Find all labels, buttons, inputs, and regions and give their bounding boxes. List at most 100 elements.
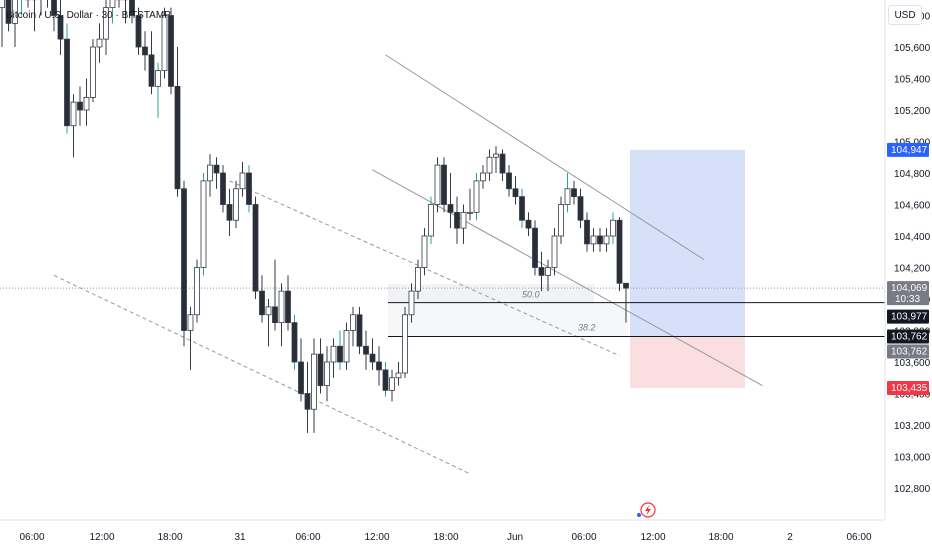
candle <box>64 23 70 134</box>
candle-body <box>428 204 434 237</box>
candle <box>70 94 77 158</box>
candle-body <box>317 353 324 387</box>
candle <box>330 338 337 378</box>
candle-body <box>584 219 590 245</box>
candle-body <box>90 46 96 98</box>
lightning-icon-bolt <box>645 505 651 516</box>
price-tag-bg <box>887 309 929 324</box>
candle <box>187 306 194 370</box>
candle-body <box>473 180 480 213</box>
candle <box>408 283 415 323</box>
candle-body <box>532 227 538 268</box>
candle <box>454 196 460 244</box>
fib-strip-lower <box>388 302 628 337</box>
channel-line-1 <box>385 54 705 261</box>
lightning-icon <box>637 502 656 518</box>
candle <box>129 0 135 24</box>
candle <box>272 259 278 331</box>
candle <box>109 0 116 24</box>
candle <box>597 228 603 252</box>
y-tick-label: 104,600 <box>894 201 931 212</box>
candle <box>304 362 311 433</box>
candle <box>584 212 590 252</box>
y-tick-label: 105,200 <box>894 106 931 117</box>
price-tag: 103,977 <box>887 309 929 324</box>
candle-body <box>83 97 90 111</box>
x-tick-label: 06:00 <box>846 532 871 543</box>
candle-body <box>421 235 428 268</box>
candle-body <box>103 7 109 40</box>
candle <box>558 196 564 244</box>
y-tick-label: 103,200 <box>894 421 931 432</box>
candle <box>350 306 356 347</box>
price-tag-label: 104,069 <box>891 283 928 294</box>
candle <box>382 362 389 397</box>
candle-body <box>278 290 285 324</box>
candle <box>447 173 454 229</box>
candle-body <box>265 306 272 316</box>
candle-body <box>623 282 629 289</box>
candle-body <box>434 164 441 205</box>
candle-body <box>415 267 421 292</box>
candle-body <box>291 322 298 363</box>
y-tick-label: 105,400 <box>894 75 931 86</box>
candle-body <box>343 330 350 363</box>
candle <box>545 259 551 292</box>
candle <box>480 165 486 189</box>
candle <box>603 228 610 252</box>
candle <box>21 0 22 16</box>
candle <box>5 0 12 32</box>
candle <box>467 188 473 221</box>
candle-body <box>402 314 408 374</box>
candle-body <box>77 101 83 111</box>
price-tag-bg <box>887 281 929 306</box>
candle <box>233 180 239 229</box>
price-tag-label: 104,947 <box>891 145 928 156</box>
candle <box>473 173 480 221</box>
candle-body <box>454 211 460 229</box>
candle <box>103 0 109 55</box>
candle-body <box>512 188 519 198</box>
candle-body <box>233 188 239 221</box>
candle <box>499 149 506 181</box>
candle <box>506 165 512 197</box>
candle-body <box>168 15 174 87</box>
candle-body <box>597 235 603 245</box>
candle-body <box>285 290 291 324</box>
candle <box>181 180 187 347</box>
candle <box>441 157 447 213</box>
candle-body <box>506 172 512 190</box>
position-zones <box>388 149 745 388</box>
candle-body <box>220 172 226 205</box>
candle-body <box>369 353 376 363</box>
candle <box>311 338 317 433</box>
candle <box>259 275 265 323</box>
stop-zone <box>630 336 745 388</box>
symbol-title[interactable]: Bitcoin / U.S. Dollar · 30 · BITSTAMP <box>6 10 171 21</box>
candle-body <box>213 164 220 174</box>
time-axis[interactable]: 06:00 12:00 18:00 31 06:00 12:00 18:00 Jun 06:00… <box>0 519 932 550</box>
candle <box>252 196 259 299</box>
price-tag-label: 103,762 <box>891 331 928 342</box>
candle <box>285 275 291 331</box>
candle <box>616 217 623 292</box>
candle-body <box>252 204 259 292</box>
x-tick-label: 12:00 <box>640 532 665 543</box>
candle-body <box>363 345 369 355</box>
price-tag-label: 103,435 <box>891 383 928 394</box>
candle-body <box>389 377 395 391</box>
candle <box>324 346 330 402</box>
candle-body <box>311 353 317 410</box>
candle <box>25 0 31 8</box>
candle-body <box>616 219 623 284</box>
candle-body <box>12 0 18 24</box>
currency-button[interactable]: USD <box>888 5 922 25</box>
candle-body <box>337 345 343 363</box>
candle-body <box>148 54 155 87</box>
price-axis[interactable]: 105,800105,600105,400105,200105,000104,8… <box>884 0 932 520</box>
candle-body <box>603 235 610 245</box>
candle-body <box>330 345 337 363</box>
candle-body <box>324 361 330 387</box>
candle-body <box>174 85 181 190</box>
